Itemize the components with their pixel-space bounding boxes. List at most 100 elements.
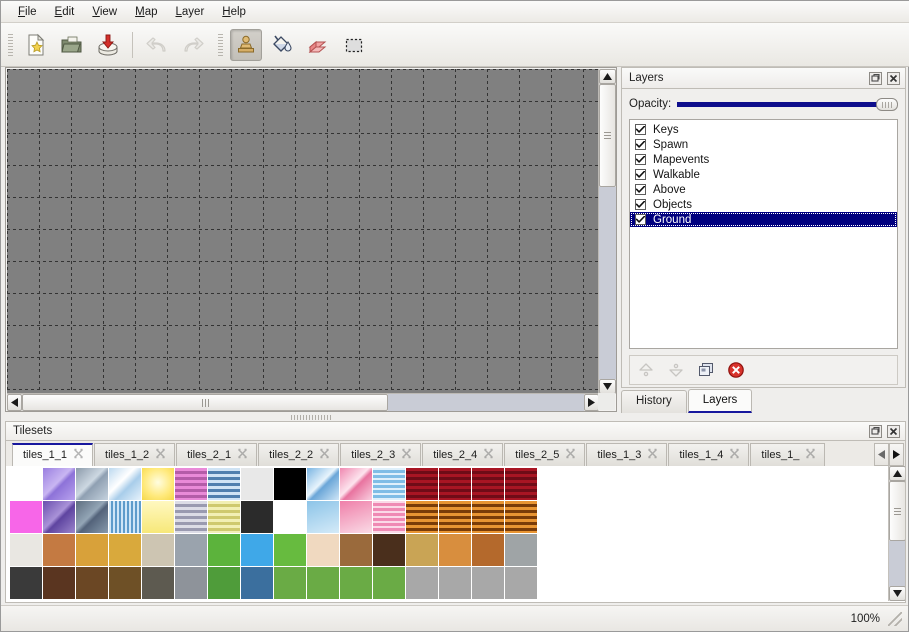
tileset-tab-close-icon[interactable] <box>805 448 816 462</box>
tile[interactable] <box>175 501 207 533</box>
layer-visibility-checkbox[interactable] <box>635 199 646 210</box>
close-icon[interactable] <box>886 71 901 86</box>
tile[interactable] <box>472 468 504 500</box>
tileset-tab-close-icon[interactable] <box>237 448 248 462</box>
scroll-down-arrow-icon[interactable] <box>889 586 905 601</box>
tile[interactable] <box>505 534 537 566</box>
tile[interactable] <box>340 501 372 533</box>
eraser-icon[interactable] <box>302 29 334 61</box>
map-hscroll-thumb[interactable] <box>22 394 388 411</box>
tileset-vertical-scrollbar[interactable] <box>888 466 905 601</box>
tile[interactable] <box>76 468 108 500</box>
tileset-tab-close-icon[interactable] <box>319 448 330 462</box>
tileset-tab-close-icon[interactable] <box>565 448 576 462</box>
tileset-tab[interactable]: tiles_2_1 <box>176 443 258 466</box>
tileset-tab-close-icon[interactable] <box>729 448 740 462</box>
layer-visibility-checkbox[interactable] <box>635 184 646 195</box>
tile[interactable] <box>307 567 339 599</box>
tile[interactable] <box>142 534 174 566</box>
tile[interactable] <box>241 501 273 533</box>
menu-help[interactable]: Help <box>222 5 246 18</box>
move-layer-up-icon[interactable] <box>636 360 656 380</box>
tile[interactable] <box>340 567 372 599</box>
layer-list-item[interactable]: Above <box>630 182 897 197</box>
float-icon[interactable] <box>868 71 883 86</box>
tile[interactable] <box>109 534 141 566</box>
tile[interactable] <box>439 501 471 533</box>
tile[interactable] <box>439 468 471 500</box>
menu-file[interactable]: File <box>18 5 37 18</box>
tile[interactable] <box>43 534 75 566</box>
close-icon[interactable] <box>886 424 901 439</box>
rectangle-select-icon[interactable] <box>338 29 370 61</box>
toolbar-grip-1[interactable] <box>7 31 15 58</box>
delete-layer-icon[interactable] <box>726 360 746 380</box>
tileset-tab[interactable]: tiles_2_5 <box>504 443 586 466</box>
tile[interactable] <box>208 501 240 533</box>
tile[interactable] <box>10 468 42 500</box>
tile[interactable] <box>373 567 405 599</box>
layer-list-item[interactable]: Keys <box>630 122 897 137</box>
menu-edit[interactable]: Edit <box>54 5 75 18</box>
tileset-tab-close-icon[interactable] <box>73 448 84 462</box>
menu-map[interactable]: Map <box>135 5 158 18</box>
toolbar-grip-2[interactable] <box>217 31 225 58</box>
layer-visibility-checkbox[interactable] <box>635 214 646 225</box>
map-horizontal-scrollbar[interactable] <box>7 393 599 411</box>
tile[interactable] <box>43 567 75 599</box>
tile[interactable] <box>109 501 141 533</box>
tileset-tab[interactable]: tiles_2_2 <box>258 443 340 466</box>
tile[interactable] <box>10 501 42 533</box>
scroll-right-arrow-icon[interactable] <box>584 394 599 411</box>
tileset-tab[interactable]: tiles_1_2 <box>94 443 176 466</box>
menu-view[interactable]: View <box>92 5 118 18</box>
tile[interactable] <box>373 534 405 566</box>
tileset-vscroll-track[interactable] <box>889 541 905 586</box>
tile[interactable] <box>307 501 339 533</box>
new-map-icon[interactable] <box>20 29 52 61</box>
tile[interactable] <box>109 468 141 500</box>
tile[interactable] <box>472 567 504 599</box>
layer-list[interactable]: Keys Spawn Mapevents Walkable Above Objects Gr… <box>629 119 898 349</box>
tile[interactable] <box>340 534 372 566</box>
tileset-tab[interactable]: tiles_1_3 <box>586 443 668 466</box>
tileset-tab[interactable]: tiles_2_3 <box>340 443 422 466</box>
redo-icon[interactable] <box>177 29 209 61</box>
tile[interactable] <box>10 534 42 566</box>
tile[interactable] <box>241 534 273 566</box>
map-vertical-scrollbar[interactable] <box>598 69 616 394</box>
tileset-vscroll-thumb[interactable] <box>889 481 905 541</box>
tile[interactable] <box>142 468 174 500</box>
tileset-tab[interactable]: tiles_1_1 <box>12 443 94 466</box>
layer-list-item[interactable]: Objects <box>630 197 897 212</box>
tile[interactable] <box>76 567 108 599</box>
tile[interactable] <box>10 567 42 599</box>
tile[interactable] <box>208 534 240 566</box>
float-icon[interactable] <box>868 424 883 439</box>
layer-visibility-checkbox[interactable] <box>635 169 646 180</box>
tile[interactable] <box>274 501 306 533</box>
map-hscroll-track[interactable] <box>388 394 584 411</box>
tile[interactable] <box>406 501 438 533</box>
tile[interactable] <box>307 534 339 566</box>
tab-layers[interactable]: Layers <box>687 389 753 413</box>
tileset-tab[interactable]: tiles_2_4 <box>422 443 504 466</box>
tileset-tab-close-icon[interactable] <box>155 448 166 462</box>
layer-visibility-checkbox[interactable] <box>635 154 646 165</box>
chevron-left-icon[interactable] <box>874 443 889 466</box>
stamp-brush-icon[interactable] <box>230 28 262 61</box>
tile[interactable] <box>208 468 240 500</box>
horizontal-splitter[interactable] <box>5 413 617 421</box>
tile[interactable] <box>472 501 504 533</box>
tileset-tab-close-icon[interactable] <box>647 448 658 462</box>
tile[interactable] <box>505 567 537 599</box>
tile[interactable] <box>406 567 438 599</box>
tile[interactable] <box>142 567 174 599</box>
tab-history[interactable]: History <box>621 390 687 413</box>
opacity-slider[interactable] <box>677 95 898 113</box>
duplicate-layer-icon[interactable] <box>696 360 716 380</box>
tile[interactable] <box>373 468 405 500</box>
open-map-icon[interactable] <box>56 29 88 61</box>
layer-list-item[interactable]: Ground <box>630 212 897 227</box>
tile[interactable] <box>241 468 273 500</box>
